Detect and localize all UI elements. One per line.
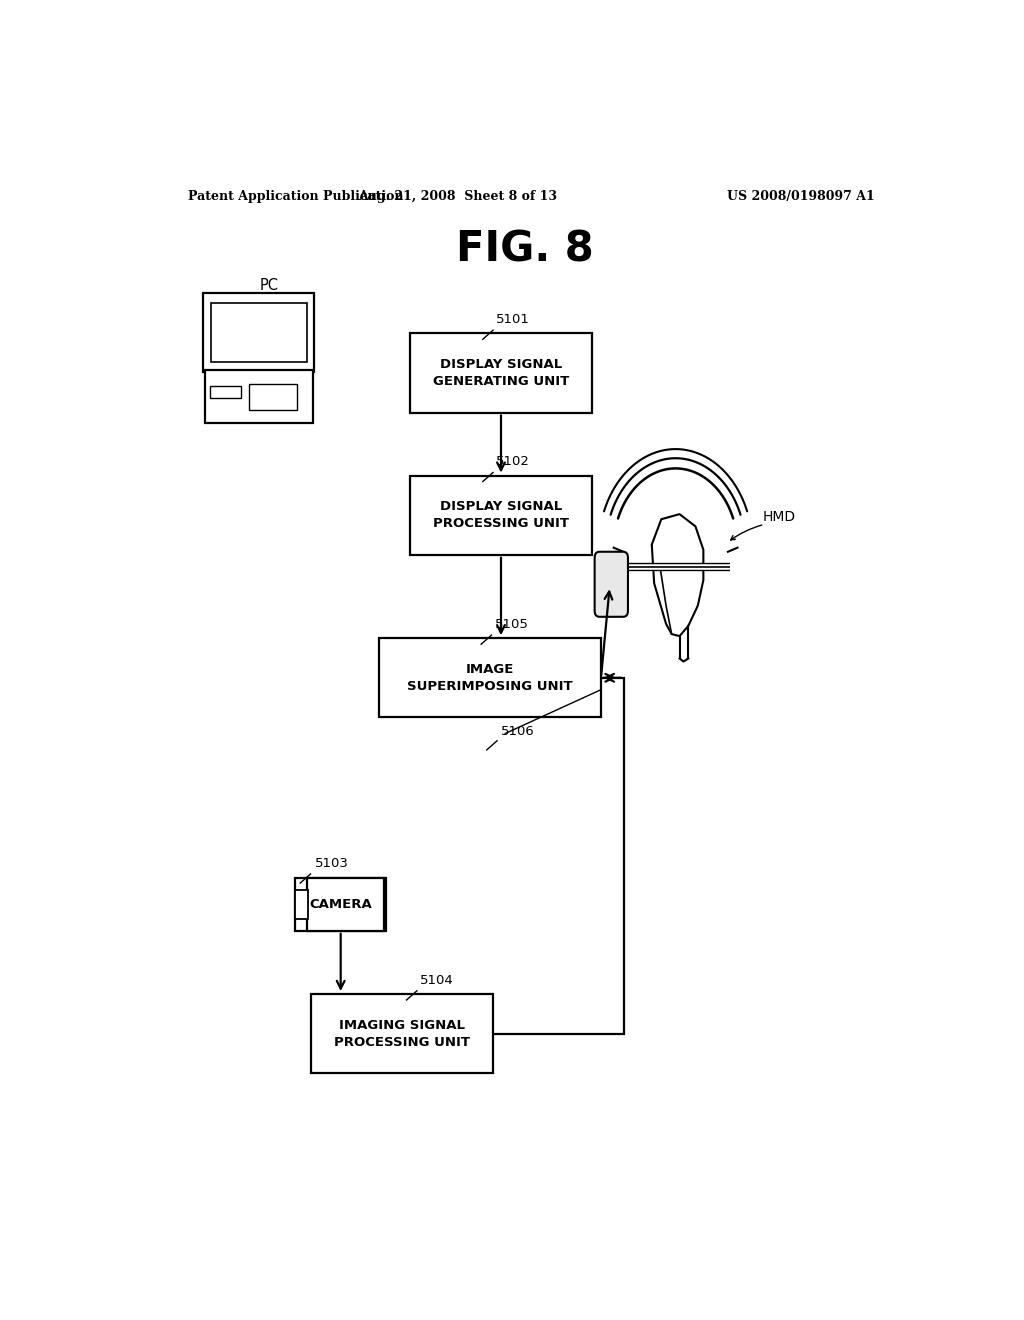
Bar xyxy=(295,878,386,931)
Text: IMAGE
SUPERIMPOSING UNIT: IMAGE SUPERIMPOSING UNIT xyxy=(408,663,572,693)
Text: PC: PC xyxy=(260,277,279,293)
Text: 5105: 5105 xyxy=(495,618,528,631)
Text: 5103: 5103 xyxy=(314,857,348,870)
Text: 5101: 5101 xyxy=(497,313,530,326)
Bar xyxy=(410,475,592,554)
Text: Aug. 21, 2008  Sheet 8 of 13: Aug. 21, 2008 Sheet 8 of 13 xyxy=(357,190,557,202)
Text: IMAGING SIGNAL
PROCESSING UNIT: IMAGING SIGNAL PROCESSING UNIT xyxy=(334,1019,470,1048)
Text: CAMERA: CAMERA xyxy=(309,898,372,911)
FancyBboxPatch shape xyxy=(595,552,628,616)
Text: HMD: HMD xyxy=(763,511,796,524)
Text: 5102: 5102 xyxy=(497,455,530,469)
Text: DISPLAY SIGNAL
GENERATING UNIT: DISPLAY SIGNAL GENERATING UNIT xyxy=(433,358,569,388)
Bar xyxy=(204,293,314,372)
Bar xyxy=(205,370,313,422)
Bar xyxy=(410,333,592,412)
Text: 5106: 5106 xyxy=(501,725,535,738)
Text: FIG. 8: FIG. 8 xyxy=(456,228,594,271)
Bar xyxy=(379,638,601,718)
Text: 5104: 5104 xyxy=(420,974,454,987)
Bar xyxy=(211,302,306,362)
Bar xyxy=(306,878,384,931)
Text: US 2008/0198097 A1: US 2008/0198097 A1 xyxy=(727,190,874,202)
Bar xyxy=(210,385,242,399)
Bar xyxy=(296,890,308,919)
Bar xyxy=(250,384,297,411)
Bar xyxy=(310,994,494,1073)
Text: Patent Application Publication: Patent Application Publication xyxy=(187,190,403,202)
Text: DISPLAY SIGNAL
PROCESSING UNIT: DISPLAY SIGNAL PROCESSING UNIT xyxy=(433,500,569,531)
